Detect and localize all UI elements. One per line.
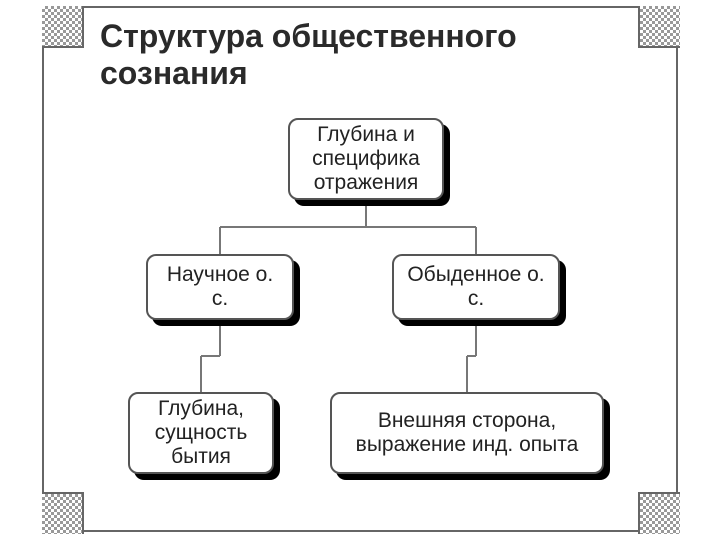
slide: Структура общественного сознания Глубина… bbox=[0, 0, 720, 540]
corner-decoration bbox=[42, 6, 84, 48]
node-ordinary: Обыденное о. с. bbox=[392, 254, 560, 320]
corner-decoration bbox=[638, 6, 680, 48]
node-scientific: Научное о. с. bbox=[146, 254, 294, 320]
slide-title: Структура общественного сознания bbox=[100, 18, 640, 92]
node-external-side: Внешняя сторона, выражение инд. опыта bbox=[330, 392, 604, 474]
node-label: Научное о. с. bbox=[158, 263, 282, 311]
node-label: Обыденное о. с. bbox=[404, 263, 548, 311]
node-root: Глубина и специфика отражения bbox=[288, 118, 444, 200]
corner-decoration bbox=[42, 492, 84, 534]
node-depth-essence: Глубина, сущность бытия bbox=[128, 392, 274, 474]
node-label: Глубина и специфика отражения bbox=[300, 123, 432, 195]
node-label: Внешняя сторона, выражение инд. опыта bbox=[342, 409, 592, 457]
corner-decoration bbox=[638, 492, 680, 534]
node-label: Глубина, сущность бытия bbox=[140, 397, 262, 469]
